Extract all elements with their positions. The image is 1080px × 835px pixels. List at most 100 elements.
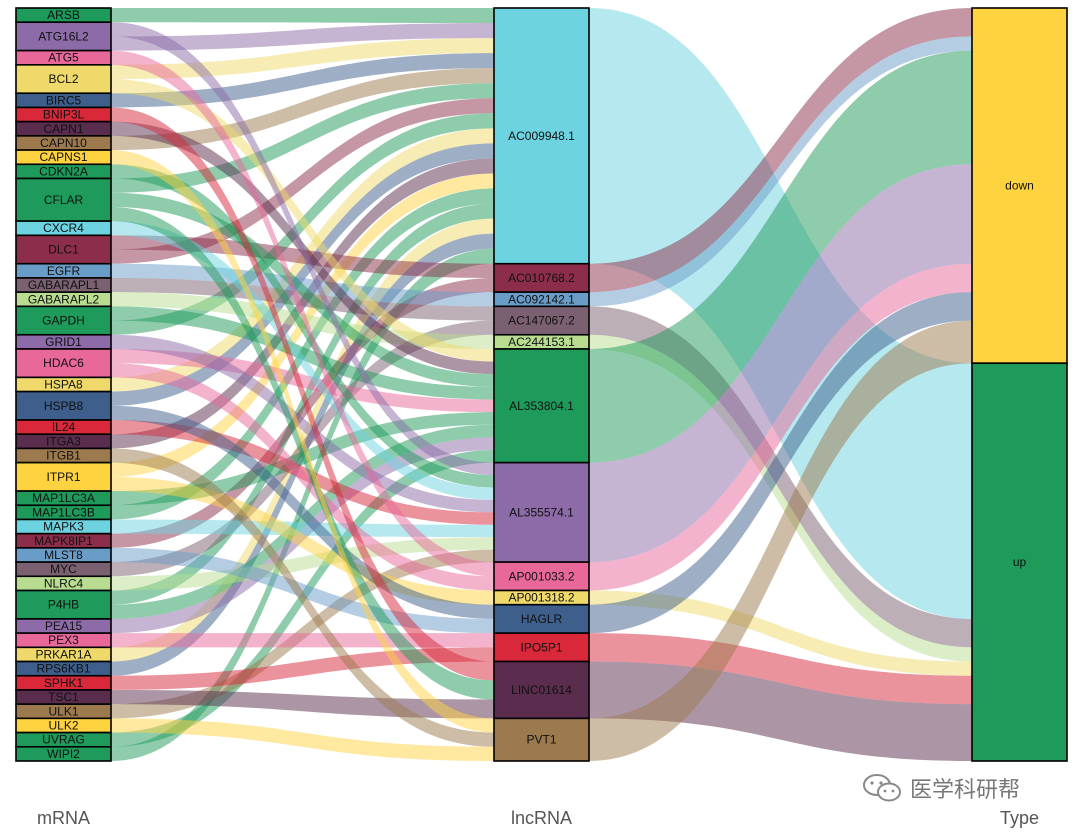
mrna-node-label: GABARAPL2 <box>28 292 100 306</box>
wechat-icon <box>863 774 901 802</box>
link-ulk2-to-pvt1 <box>111 718 494 761</box>
mrna-node-label: BNIP3L <box>43 108 85 122</box>
lncrna-node-al355574-1: AL355574.1 <box>493 461 590 563</box>
mrna-node-label: CAPN1 <box>43 122 83 136</box>
sankey-links <box>111 8 972 761</box>
mrna-node-label: ULK1 <box>48 704 78 718</box>
lncrna-node-label: AC244153.1 <box>508 335 575 349</box>
link-gapdh-to-al353804-1 <box>111 306 494 400</box>
mrna-node-nlrc4: NLRC4 <box>15 575 112 592</box>
mrna-node-gabarapl2: GABARAPL2 <box>15 291 112 308</box>
link-mapk8ip1-to-ac010768-2 <box>111 277 494 548</box>
lncrna-node-haglr: HAGLR <box>493 603 590 634</box>
link-cflar-to-ac009948-1 <box>111 83 494 193</box>
mrna-node-pex3: PEX3 <box>15 632 112 649</box>
mrna-node-box <box>15 177 112 222</box>
lncrna-node-box <box>493 603 590 634</box>
lncrna-node-box <box>493 262 590 293</box>
link-mapk3-to-al355574-1 <box>111 519 494 538</box>
link-capn10-to-ac009948-1 <box>111 68 494 151</box>
mrna-node-ulk2: ULK2 <box>15 717 112 734</box>
lncrna-node-label: AL355574.1 <box>509 505 574 519</box>
lncrna-node-ac009948-1: AC009948.1 <box>493 7 590 265</box>
lncrna-node-label: AL353804.1 <box>509 399 574 413</box>
mrna-node-label: P4HB <box>48 598 79 612</box>
mrna-node-label: MAPK8IP1 <box>34 534 93 548</box>
mrna-node-cdkn2a: CDKN2A <box>15 163 112 180</box>
mrna-node-cflar: CFLAR <box>15 177 112 222</box>
mrna-node-ulk1: ULK1 <box>15 703 112 720</box>
mrna-node-p4hb: P4HB <box>15 589 112 620</box>
link-dlc1-to-ac010768-2 <box>111 235 494 278</box>
mrna-node-label: MAP1LC3A <box>32 491 95 505</box>
mrna-node-hspa8: HSPA8 <box>15 376 112 393</box>
watermark-text: 医学科研帮 <box>910 778 1021 803</box>
mrna-node-label: SPHK1 <box>44 676 84 690</box>
mrna-node-egfr: EGFR <box>15 262 112 279</box>
mrna-node-label: DLC1 <box>48 243 79 257</box>
lncrna-node-label: AC092142.1 <box>508 292 575 306</box>
mrna-node-label: ITGA3 <box>46 434 81 448</box>
link-bcl2-to-al353804-1 <box>111 79 494 362</box>
mrna-node-label: TSC1 <box>48 690 79 704</box>
mrna-node-tsc1: TSC1 <box>15 689 112 705</box>
lncrna-node-linc01614: LINC01614 <box>493 660 590 720</box>
mrna-node-label: UVRAG <box>42 733 85 747</box>
mrna-node-wipi2: WIPI2 <box>15 745 112 762</box>
mrna-node-label: ATG5 <box>48 51 79 65</box>
link-hspb8-to-ac009948-1 <box>111 143 494 406</box>
mrna-node-atg5: ATG5 <box>15 49 112 66</box>
lncrna-node-ap001318-2: AP001318.2 <box>493 589 590 606</box>
mrna-node-box <box>15 21 112 52</box>
lncrna-node-box <box>493 461 590 563</box>
mrna-node-label: GRID1 <box>45 335 82 349</box>
mrna-node-capn1: CAPN1 <box>15 120 112 137</box>
mrna-node-bnip3l: BNIP3L <box>15 106 112 123</box>
link-ac092142-1-to-down <box>589 36 972 307</box>
link-cflar-to-linc01614 <box>111 206 494 700</box>
mrna-node-label: CAPN10 <box>40 136 87 150</box>
link-ap001318-2-to-up <box>589 590 972 676</box>
link-sphk1-to-ipo5p1 <box>111 647 494 690</box>
link-bnip3l-to-linc01614 <box>111 107 494 681</box>
link-hdac6-to-ap001033-2 <box>111 363 494 591</box>
link-cxcr4-to-al355574-1 <box>111 221 494 500</box>
link-dlc1-to-ac009948-1 <box>111 98 494 264</box>
mrna-node-label: BCL2 <box>48 72 78 86</box>
mrna-node-il24: IL24 <box>15 419 112 436</box>
lncrna-node-label: LINC01614 <box>511 683 572 697</box>
mrna-node-label: EGFR <box>47 264 81 278</box>
sankey-nodes: ARSB ATG16L2 ATG5 BCL2 BIRC5BNIP3LCAPN1CAPN1… <box>15 7 1068 762</box>
mrna-node-mapk3: MAPK3 <box>15 518 112 535</box>
lncrna-node-label: AC009948.1 <box>508 129 575 143</box>
lncrna-node-ipo5p1: IPO5P1 <box>493 632 590 663</box>
mrna-node-hspb8: HSPB8 <box>15 390 112 421</box>
mrna-node-map1lc3a: MAP1LC3A <box>15 490 112 507</box>
lncrna-node-box <box>493 7 590 265</box>
mrna-node-myc: MYC <box>15 561 112 578</box>
mrna-node-cxcr4: CXCR4 <box>15 220 112 237</box>
link-atg16l2-to-al355574-1 <box>111 22 494 476</box>
link-ac010768-2-to-down <box>589 8 972 293</box>
mrna-node-label: PEA15 <box>45 619 83 633</box>
mrna-node-map1lc3b: MAP1LC3B <box>15 504 112 521</box>
mrna-node-label: BIRC5 <box>46 93 82 107</box>
mrna-node-label: HSPB8 <box>44 399 84 413</box>
link-cflar-to-al353804-1 <box>111 192 494 387</box>
mrna-node-label: ULK2 <box>48 718 78 732</box>
type-node-box <box>971 362 1068 762</box>
type-node-down: down <box>971 7 1068 364</box>
lncrna-node-box <box>493 660 590 720</box>
axis-labels: mRNA lncRNA Type <box>37 808 1039 828</box>
mrna-node-pea15: PEA15 <box>15 618 112 634</box>
mrna-node-label: CFLAR <box>44 193 84 207</box>
link-al355574-1-to-down <box>589 164 972 563</box>
type-node-box <box>971 7 1068 364</box>
mrna-node-atg16l2: ATG16L2 <box>15 21 112 52</box>
axis-label-lncrna: lncRNA <box>511 808 572 828</box>
lncrna-node-label: AP001318.2 <box>508 591 574 605</box>
mrna-node-label: HSPA8 <box>44 378 83 392</box>
mrna-node-label: PEX3 <box>48 633 79 647</box>
mrna-node-label: NLRC4 <box>44 576 84 590</box>
